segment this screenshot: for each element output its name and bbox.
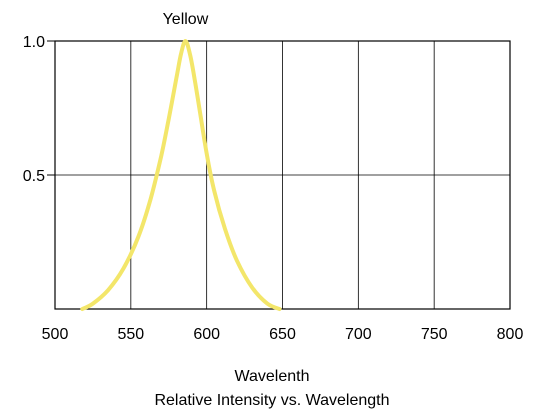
x-tick-label: 550 — [117, 326, 144, 343]
x-tick-label: 600 — [193, 326, 220, 343]
x-tick-label: 700 — [345, 326, 372, 343]
x-tick-label: 500 — [42, 326, 69, 343]
y-tick-label: 0.5 — [23, 168, 45, 185]
x-tick-label: 650 — [269, 326, 296, 343]
x-axis-label: Wavelenth — [235, 368, 310, 385]
y-tick-labels: 0.5 1.0 — [23, 34, 55, 185]
grid — [55, 41, 510, 309]
chart-title: Relative Intensity vs. Wavelength — [154, 392, 389, 409]
x-tick-label: 750 — [421, 326, 448, 343]
x-tick-labels: 500 550 600 650 700 750 800 — [42, 326, 524, 343]
series-label: Yellow — [163, 11, 209, 28]
y-tick-label: 1.0 — [23, 34, 45, 51]
series-line-yellow — [80, 39, 282, 311]
x-tick-label: 800 — [497, 326, 524, 343]
